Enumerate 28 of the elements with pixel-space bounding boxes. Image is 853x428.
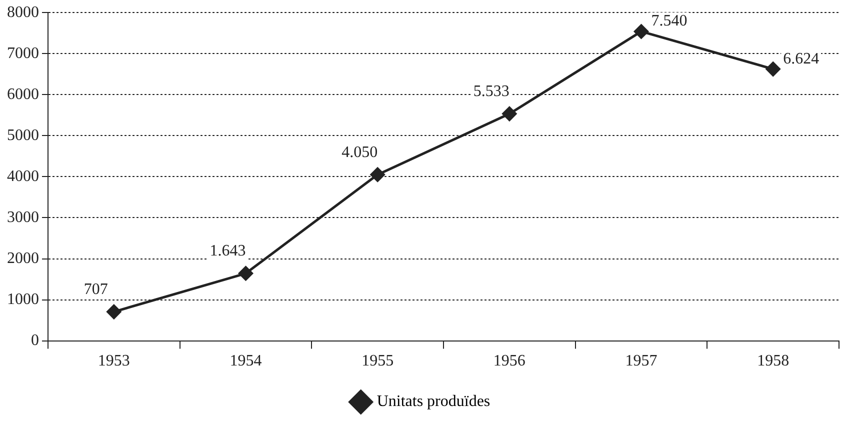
y-tick-label: 5000 (7, 126, 39, 144)
point (502, 106, 517, 122)
data-label: 5.533 (473, 83, 510, 100)
x-tick-label: 1953 (98, 352, 130, 370)
data-label: 707 (84, 281, 108, 298)
point (634, 24, 648, 39)
y-tick-label: 0 (31, 332, 39, 350)
x-tick-label: 1955 (362, 352, 394, 370)
point (370, 167, 385, 182)
point (766, 62, 780, 76)
x-tick-label: 1957 (625, 352, 658, 370)
y-tick-label: 1000 (7, 290, 39, 308)
x-tick-label: 1958 (757, 352, 790, 370)
x-tick-label: 1954 (230, 352, 262, 370)
y-tick-label: 7000 (7, 44, 39, 62)
data-label: 4.050 (342, 144, 378, 161)
data-label: 1.643 (210, 242, 246, 260)
y-tick-label: 4000 (7, 168, 39, 185)
y-tick-label: 3000 (7, 208, 39, 226)
legend-label: Unitats produïdes (376, 393, 490, 410)
y-tick-label: 8000 (7, 4, 39, 21)
data-label: 6.624 (783, 50, 820, 68)
point (238, 266, 253, 281)
point (106, 304, 122, 320)
data-label: 7.540 (651, 12, 688, 30)
x-tick-label: 1956 (493, 352, 526, 370)
y-tick-label: 6000 (7, 86, 39, 103)
y-tick-label: 2000 (7, 250, 39, 267)
